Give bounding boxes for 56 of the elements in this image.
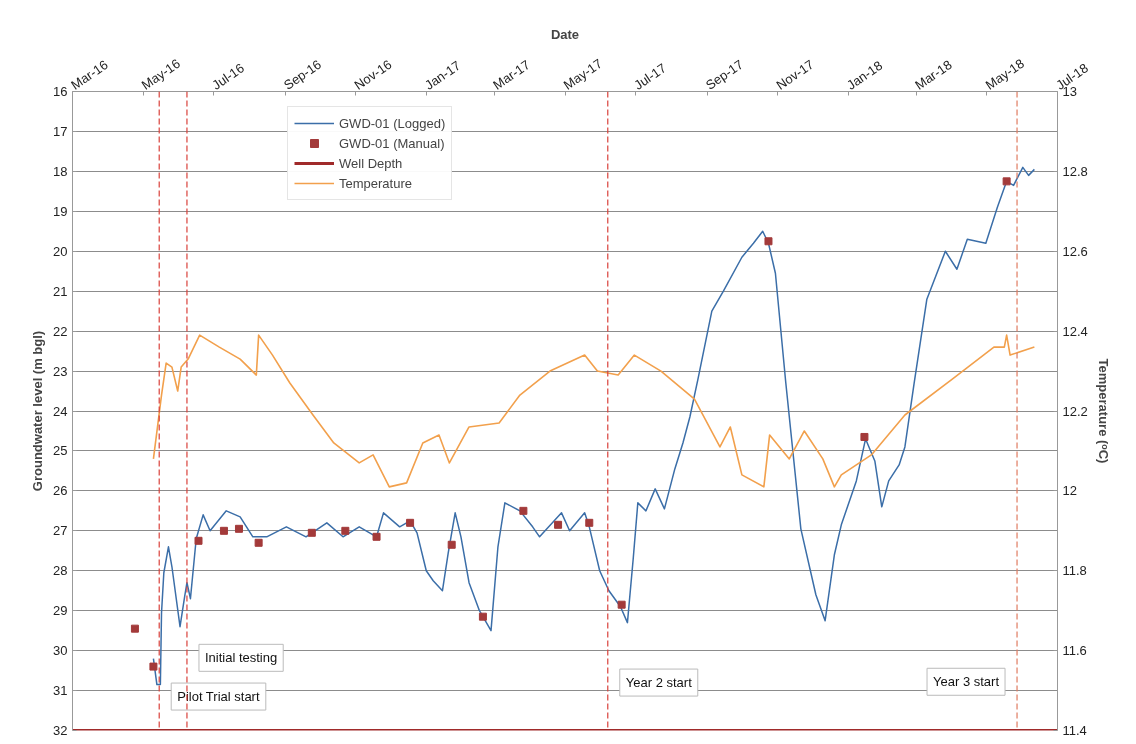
y2-tick-label: 12 — [1062, 483, 1077, 499]
point — [860, 432, 869, 441]
point — [372, 532, 381, 541]
legend-label: GWD-01 (Logged) — [339, 114, 446, 132]
point — [341, 526, 350, 535]
y-tick-label: 23 — [53, 363, 68, 379]
y-tick-label: 16 — [53, 84, 68, 99]
ref-line-label: Initial testing — [204, 650, 278, 666]
point — [764, 237, 773, 246]
y-tick-label: 28 — [53, 563, 68, 579]
legend-label: Temperature — [339, 174, 412, 192]
ref-line-label: Year 2 start — [625, 675, 693, 691]
y2-tick-label: 11.6 — [1062, 643, 1087, 659]
ref-line-label: Year 3 start — [933, 674, 1000, 690]
y-tick-label: 27 — [53, 523, 68, 539]
legend-label: Well Depth — [339, 154, 403, 172]
y-tick-label: 25 — [53, 443, 68, 459]
y2-tick-label: 12.4 — [1062, 323, 1088, 339]
point — [234, 524, 243, 533]
point — [478, 612, 487, 621]
point — [1002, 177, 1011, 186]
point — [617, 600, 626, 609]
y2-tick-label: 12.6 — [1062, 243, 1088, 259]
y2-tick-label: 11.4 — [1062, 723, 1087, 738]
y-tick-label: 20 — [53, 243, 68, 259]
y2-tick-label: 11.8 — [1062, 563, 1087, 579]
point — [554, 520, 563, 529]
y-tick-label: 17 — [53, 123, 68, 139]
point — [254, 538, 263, 547]
y-tick-label: 32 — [53, 723, 68, 738]
y-tick-label: 31 — [53, 683, 68, 699]
y-tick-label: 19 — [53, 203, 68, 219]
line-series — [152, 334, 1036, 488]
ref-line-label: Pilot Trial start — [177, 689, 260, 705]
y-tick-label: 30 — [53, 643, 68, 659]
point — [194, 536, 203, 545]
y-tick-label: 18 — [53, 163, 68, 179]
point — [406, 518, 415, 527]
point — [149, 662, 158, 671]
y2-axis-title: Temperature (ᵒC) — [1095, 358, 1111, 464]
y-tick-label: 29 — [53, 603, 68, 619]
y2-tick-label: 12.2 — [1062, 403, 1088, 419]
y-tick-label: 21 — [53, 283, 68, 299]
y-tick-label: 26 — [53, 483, 68, 499]
point — [519, 506, 528, 515]
y-tick-label: 22 — [53, 323, 68, 339]
y2-tick-label: 12.8 — [1062, 163, 1088, 179]
y-tick-label: 24 — [53, 403, 68, 419]
legend-label: GWD-01 (Manual) — [339, 134, 445, 152]
y-axis-title: Groundwater level (m bgl) — [30, 330, 46, 492]
point — [585, 518, 594, 527]
x-axis-title: Date — [550, 26, 580, 42]
point — [307, 528, 316, 537]
point — [447, 540, 456, 549]
point — [219, 526, 228, 535]
point — [130, 624, 139, 633]
